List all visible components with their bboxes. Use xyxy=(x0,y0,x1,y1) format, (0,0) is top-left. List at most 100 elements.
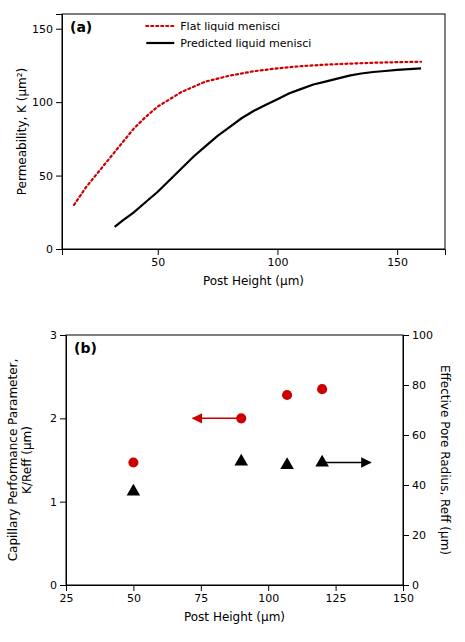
y2-axis-title: Effective Pore Radius, Reff (μm) xyxy=(438,365,452,555)
y2-axis: 0 20 40 60 80 100 xyxy=(403,329,433,592)
x-tick-label: 150 xyxy=(393,592,414,605)
x-tick-mark xyxy=(133,585,134,591)
y-axis-title: Permeability, K (μm²) xyxy=(15,68,29,196)
y-tick: 50 xyxy=(39,170,62,183)
point xyxy=(234,454,248,466)
y-tick-mark xyxy=(60,502,66,503)
legend-item: Predicted liquid menisci xyxy=(146,37,311,50)
x-tick-label: 75 xyxy=(194,592,208,605)
x-tick: 100 xyxy=(267,249,288,269)
y-tick-mark xyxy=(56,176,62,177)
y2-tick: 80 xyxy=(403,379,426,392)
x-tick: 75 xyxy=(194,585,208,605)
legend-swatch xyxy=(146,25,174,27)
y2-axis-line xyxy=(404,336,410,586)
y2-tick-label: 20 xyxy=(412,529,426,542)
x-axis: 25 50 75 100 125 150 xyxy=(60,585,415,605)
point xyxy=(128,457,138,467)
y2-tick-label: 60 xyxy=(412,429,426,442)
x-tick-mark xyxy=(268,585,269,591)
arrow xyxy=(193,418,242,420)
arrow xyxy=(322,462,371,464)
y2-tick: 20 xyxy=(403,529,426,542)
panel: 2550751001251500123020406080100Post Heig… xyxy=(6,329,452,624)
y-axis: 0 50 100 150 xyxy=(32,15,63,257)
panel-label: (b) xyxy=(74,340,97,356)
y-tick-label: 3 xyxy=(50,329,57,342)
y-tick: 100 xyxy=(32,96,62,109)
chart: 50100150050100150Post Height (μm)Permeab… xyxy=(0,0,465,642)
x-tick: 50 xyxy=(127,585,141,605)
panel: 50 100 150 0 50 100 150 Post Height (μm) Permeab… xyxy=(15,14,445,288)
x-tick-mark xyxy=(277,249,278,255)
point xyxy=(315,455,329,467)
y2-tick-label: 0 xyxy=(412,579,419,592)
plot-frame xyxy=(66,335,403,585)
x-tick-label: 50 xyxy=(151,256,165,269)
plot-area xyxy=(74,62,421,227)
x-tick-mark xyxy=(336,585,337,591)
y-axis-line xyxy=(60,336,67,586)
y-tick-label: 50 xyxy=(39,170,53,183)
y-tick-mark xyxy=(60,418,66,419)
y2-tick-mark xyxy=(403,485,409,486)
y-tick: 150 xyxy=(32,23,62,36)
x-tick-label: 150 xyxy=(387,256,408,269)
x-tick: 50 xyxy=(151,249,165,269)
y-tick-label: 150 xyxy=(32,23,53,36)
x-tick-mark xyxy=(158,249,159,255)
y-tick-mark xyxy=(56,29,62,30)
y-tick: 2 xyxy=(50,412,66,425)
y-tick: 1 xyxy=(50,496,66,509)
y-tick-label: 0 xyxy=(50,579,57,592)
x-axis-title: Post Height (μm) xyxy=(203,274,304,288)
y2-tick: 100 xyxy=(403,329,433,342)
x-tick-label: 50 xyxy=(127,592,141,605)
y2-tick: 40 xyxy=(403,479,426,492)
legend-label: Predicted liquid menisci xyxy=(180,37,311,50)
x-tick: 150 xyxy=(387,249,408,269)
y-tick-mark xyxy=(60,585,66,586)
point xyxy=(317,384,327,394)
y2-tick-mark xyxy=(403,385,409,386)
x-tick-mark xyxy=(201,585,202,591)
legend-swatch xyxy=(146,42,174,44)
x-tick-mark xyxy=(397,249,398,255)
y2-tick-label: 100 xyxy=(412,329,433,342)
point xyxy=(282,390,292,400)
plot-area xyxy=(127,384,371,495)
y-axis: 0 1 2 3 xyxy=(50,329,67,592)
point xyxy=(127,484,141,496)
x-axis-title: Post Height (μm) xyxy=(184,610,285,624)
x-axis-line xyxy=(63,250,446,256)
line xyxy=(115,68,421,227)
x-tick-label: 100 xyxy=(267,256,288,269)
y-tick: 3 xyxy=(50,329,66,342)
x-axis-line xyxy=(67,586,404,592)
y-tick-label: 0 xyxy=(46,243,53,256)
y-tick-label: 1 xyxy=(50,496,57,509)
legend-label: Flat liquid menisci xyxy=(180,20,280,33)
y2-tick-label: 40 xyxy=(412,479,426,492)
x-tick-label: 25 xyxy=(60,592,74,605)
y2-tick: 0 xyxy=(403,579,419,592)
x-tick: 100 xyxy=(258,585,279,605)
x-tick: 125 xyxy=(326,585,347,605)
y2-tick-mark xyxy=(403,535,409,536)
y-tick-mark xyxy=(56,102,62,103)
panel-label: (a) xyxy=(70,19,92,35)
x-axis: 50 100 150 xyxy=(63,249,446,269)
y2-tick-mark xyxy=(403,335,409,336)
y-tick: 0 xyxy=(46,243,62,256)
x-tick-label: 100 xyxy=(258,592,279,605)
point xyxy=(280,457,294,469)
y2-tick-mark xyxy=(403,435,409,436)
y-axis-line xyxy=(56,15,63,250)
y-tick-label: 2 xyxy=(50,412,57,425)
y-tick-mark xyxy=(56,249,62,250)
x-tick: 150 xyxy=(393,585,414,605)
x-tick-label: 125 xyxy=(326,592,347,605)
y-axis-title: Capillary Performance Parameter,K/Reff (… xyxy=(6,359,34,562)
plot-frame xyxy=(62,14,445,249)
legend: Flat liquid menisci Predicted liquid meni… xyxy=(146,20,311,50)
